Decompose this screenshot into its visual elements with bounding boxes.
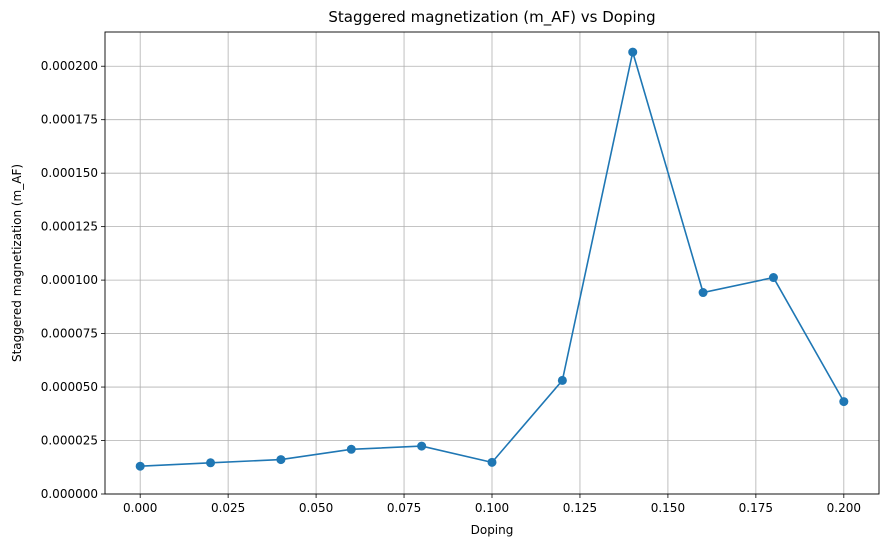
y-tick-label: 0.000150 [41,166,98,180]
x-axis: 0.000 0.025 0.050 0.075 0.100 0.125 0.150 0.175… [123,494,861,515]
data-point [346,444,356,454]
x-tick-label: 0.025 [211,501,245,515]
data-point [768,273,778,283]
grid [105,32,879,495]
data-point [417,441,427,451]
data-point [276,455,286,465]
y-tick-label: 0.000200 [41,59,98,73]
y-tick-label: 0.000000 [41,487,98,501]
y-tick-label: 0.000175 [41,113,98,127]
y-tick-label: 0.000050 [41,380,98,394]
data-point [557,375,567,385]
data-point [206,458,216,468]
x-tick-label: 0.075 [387,501,421,515]
y-tick-label: 0.000100 [41,273,98,287]
y-tick-label: 0.000125 [41,220,98,234]
x-axis-label: Doping [471,523,514,537]
chart-title: Staggered magnetization (m_AF) vs Doping [328,8,655,27]
y-axis-label: Staggered magnetization (m_AF) [10,164,24,362]
x-tick-label: 0.000 [123,501,157,515]
x-tick-label: 0.100 [475,501,509,515]
data-point [135,461,145,471]
x-tick-label: 0.200 [827,501,861,515]
data-point [698,288,708,298]
data-point [487,457,497,467]
x-tick-label: 0.150 [651,501,685,515]
x-tick-label: 0.050 [299,501,333,515]
data-point [628,47,638,57]
series-layer [135,47,849,471]
y-tick-label: 0.000075 [41,327,98,341]
x-tick-label: 0.125 [563,501,597,515]
x-tick-label: 0.175 [739,501,773,515]
y-tick-label: 0.000025 [41,434,98,448]
data-point [839,397,849,407]
y-axis: 0.000000 0.000025 0.000050 0.000075 0.000100… [41,59,105,501]
